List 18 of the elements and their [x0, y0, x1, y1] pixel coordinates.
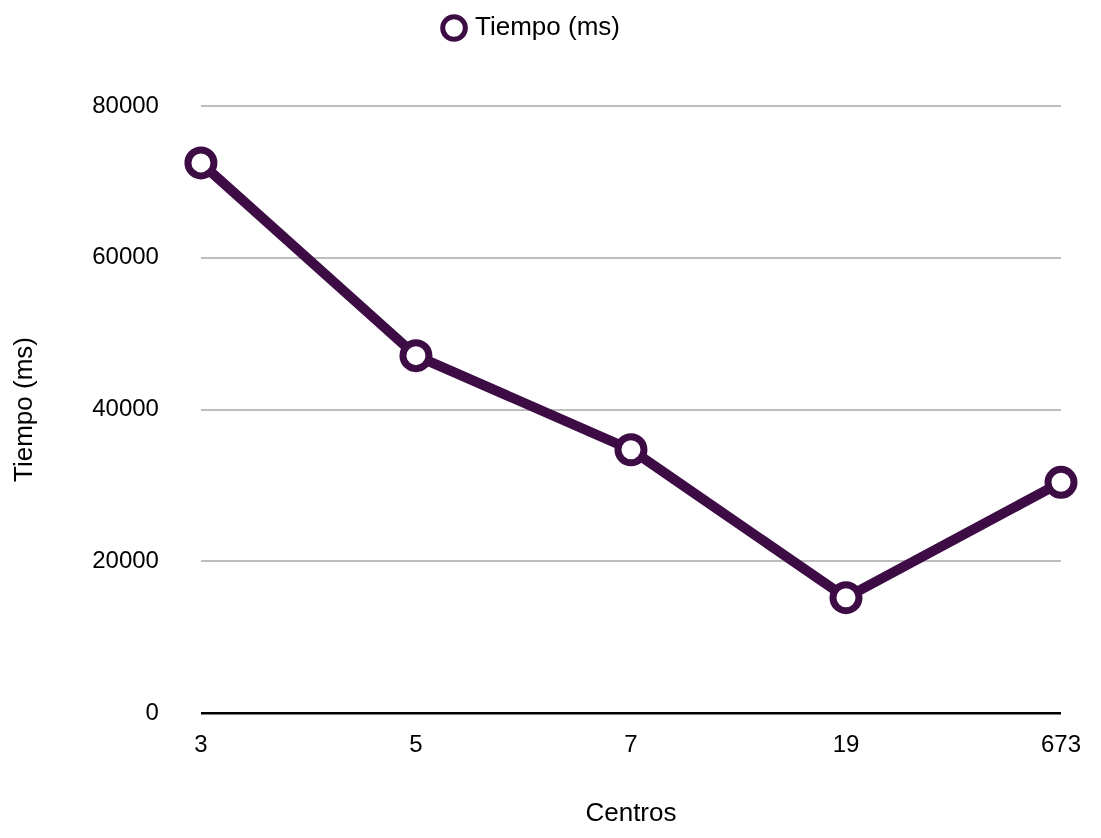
x-tick-label: 3 [194, 730, 208, 758]
x-tick-label: 5 [409, 730, 423, 758]
point [1044, 465, 1078, 499]
y-tick-label: 80000 [92, 90, 159, 118]
y-tick-label: 0 [145, 697, 159, 725]
point [399, 339, 433, 373]
y-tick-label: 60000 [92, 242, 159, 270]
legend-label: Tiempo (ms) [475, 11, 620, 42]
y-tick-label: 40000 [92, 394, 159, 422]
y-tick-label: 20000 [92, 545, 159, 573]
x-tick-label: 7 [624, 730, 638, 758]
point [184, 146, 218, 180]
point [614, 433, 648, 467]
x-axis-title: Centros [585, 796, 677, 827]
x-tick-label: 673 [1040, 730, 1082, 758]
x-tick-label: 19 [832, 730, 860, 758]
point [829, 581, 863, 615]
y-axis-title: Tiempo (ms) [7, 337, 38, 482]
